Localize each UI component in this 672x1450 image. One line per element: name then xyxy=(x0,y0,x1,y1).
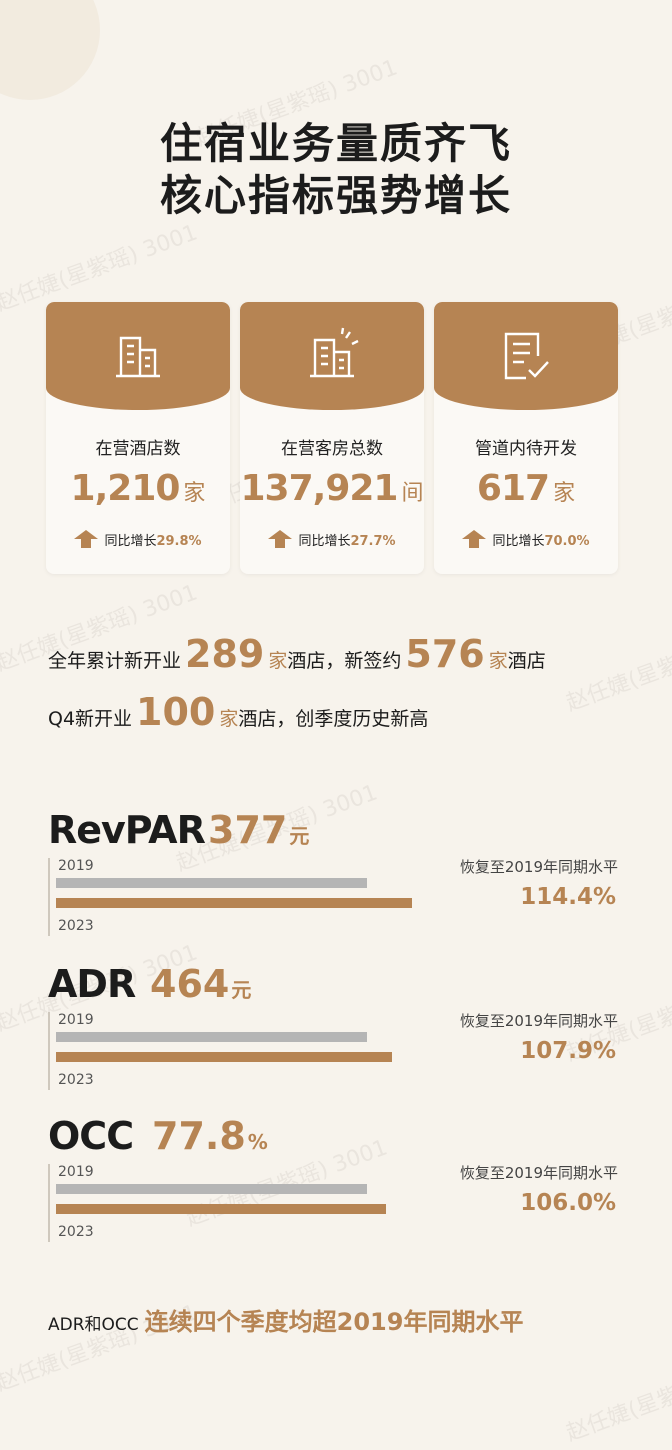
up-arrow-icon xyxy=(268,530,292,548)
recovery-value: 107.9% xyxy=(520,1038,616,1064)
corner-decoration xyxy=(0,0,100,100)
unit: 家 xyxy=(219,708,238,730)
recovery-label: 恢复至2019年同期水平 xyxy=(460,856,618,877)
watermark: 赵任婕(星紫瑶) 3001 xyxy=(561,1345,672,1448)
card-label: 在营酒店数 xyxy=(46,434,230,459)
checklist-icon xyxy=(496,326,556,386)
new-open-count: 289 xyxy=(185,632,264,676)
metric-name: ADR xyxy=(48,962,135,1006)
text: 酒店，新签约 xyxy=(287,650,401,672)
card-growth: 同比增长70.0% xyxy=(434,530,618,549)
growth-label: 同比增长 xyxy=(104,534,156,549)
hotel-building-icon xyxy=(108,326,168,386)
bar-axis xyxy=(48,858,50,936)
metric-revpar: RevPAR 377 元 2019 2023 恢复至2019年同期水平 114.4… xyxy=(0,808,672,958)
metric-number: 377 xyxy=(208,808,287,852)
highlight-line-annual: 全年累计新开业 289 家酒店，新签约 576 家酒店 xyxy=(48,632,546,676)
bar-2023 xyxy=(56,1204,386,1214)
metric-name: OCC xyxy=(48,1114,133,1158)
recovery-value: 106.0% xyxy=(520,1190,616,1216)
card-number: 1,210 xyxy=(71,468,180,509)
metric-occ: OCC 77.8% 2019 2023 恢复至2019年同期水平 106.0% xyxy=(0,1114,672,1264)
metric-value: 464 元 xyxy=(150,962,251,1006)
growth-label: 同比增长 xyxy=(298,534,350,549)
footer-statement: ADR和OCC 连续四个季度均超2019年同期水平 xyxy=(48,1302,523,1337)
metric-unit: 元 xyxy=(231,978,251,1002)
metric-adr: ADR 464 元 2019 2023 恢复至2019年同期水平 107.9% xyxy=(0,962,672,1112)
card-unit: 家 xyxy=(553,481,575,506)
card-unit: 间 xyxy=(401,481,423,506)
card-growth: 同比增长29.8% xyxy=(46,530,230,549)
card-number: 617 xyxy=(477,468,549,509)
watermark: 赵任婕(星紫瑶) 3001 xyxy=(561,615,672,718)
card-label: 在营客房总数 xyxy=(240,434,424,459)
metric-unit: % xyxy=(248,1130,268,1154)
year-label-2023: 2023 xyxy=(58,1224,94,1240)
metric-number: 464 xyxy=(150,962,229,1006)
unit: 家 xyxy=(268,650,287,672)
growth-label: 同比增长 xyxy=(492,534,544,549)
bar-2019 xyxy=(56,1032,367,1042)
metric-name: RevPAR xyxy=(48,808,205,852)
stat-card-hotels: 在营酒店数 1,210 家 同比增长29.8% xyxy=(46,302,230,574)
text: Q4新开业 xyxy=(48,708,132,730)
card-growth: 同比增长27.7% xyxy=(240,530,424,549)
card-value: 137,921 间 xyxy=(240,468,424,509)
footer-prefix: ADR和OCC xyxy=(48,1315,139,1335)
metric-number: 77.8 xyxy=(152,1114,246,1158)
bar-axis xyxy=(48,1164,50,1242)
card-header xyxy=(434,302,618,410)
recovery-value: 114.4% xyxy=(520,884,616,910)
title-line-2: 核心指标强势增长 xyxy=(0,170,672,222)
text: 全年累计新开业 xyxy=(48,650,181,672)
growth-value: 29.8% xyxy=(156,534,201,549)
stat-card-pipeline: 管道内待开发 617 家 同比增长70.0% xyxy=(434,302,618,574)
bar-2023 xyxy=(56,1052,392,1062)
up-arrow-icon xyxy=(74,530,98,548)
new-signed-count: 576 xyxy=(405,632,484,676)
footer-highlight: 连续四个季度均超2019年同期水平 xyxy=(145,1308,524,1336)
hotel-building-sparkle-icon xyxy=(302,326,362,386)
card-header xyxy=(240,302,424,410)
year-label-2019: 2019 xyxy=(58,858,94,874)
highlight-line-q4: Q4新开业 100 家酒店，创季度历史新高 xyxy=(48,690,428,734)
growth-value: 27.7% xyxy=(350,534,395,549)
recovery-label: 恢复至2019年同期水平 xyxy=(460,1162,618,1183)
year-label-2019: 2019 xyxy=(58,1164,94,1180)
text: 酒店，创季度历史新高 xyxy=(238,708,428,730)
q4-open-count: 100 xyxy=(136,690,215,734)
year-label-2023: 2023 xyxy=(58,918,94,934)
title-line-1: 住宿业务量质齐飞 xyxy=(0,118,672,170)
bar-2023 xyxy=(56,898,412,908)
metric-value: 377 元 xyxy=(208,808,309,852)
up-arrow-icon xyxy=(462,530,486,548)
card-value: 617 家 xyxy=(434,468,618,509)
card-value: 1,210 家 xyxy=(46,468,230,509)
card-header xyxy=(46,302,230,410)
unit: 家 xyxy=(489,650,508,672)
metric-value: 77.8% xyxy=(152,1114,268,1158)
card-number: 137,921 xyxy=(241,468,398,509)
stat-card-rooms: 在营客房总数 137,921 间 同比增长27.7% xyxy=(240,302,424,574)
text: 酒店 xyxy=(508,650,546,672)
metric-unit: 元 xyxy=(289,824,309,848)
card-label: 管道内待开发 xyxy=(434,434,618,459)
card-unit: 家 xyxy=(183,481,205,506)
growth-value: 70.0% xyxy=(544,534,589,549)
year-label-2023: 2023 xyxy=(58,1072,94,1088)
bar-axis xyxy=(48,1012,50,1090)
bar-2019 xyxy=(56,878,367,888)
year-label-2019: 2019 xyxy=(58,1012,94,1028)
bar-2019 xyxy=(56,1184,367,1194)
page-title: 住宿业务量质齐飞 核心指标强势增长 xyxy=(0,118,672,222)
recovery-label: 恢复至2019年同期水平 xyxy=(460,1010,618,1031)
